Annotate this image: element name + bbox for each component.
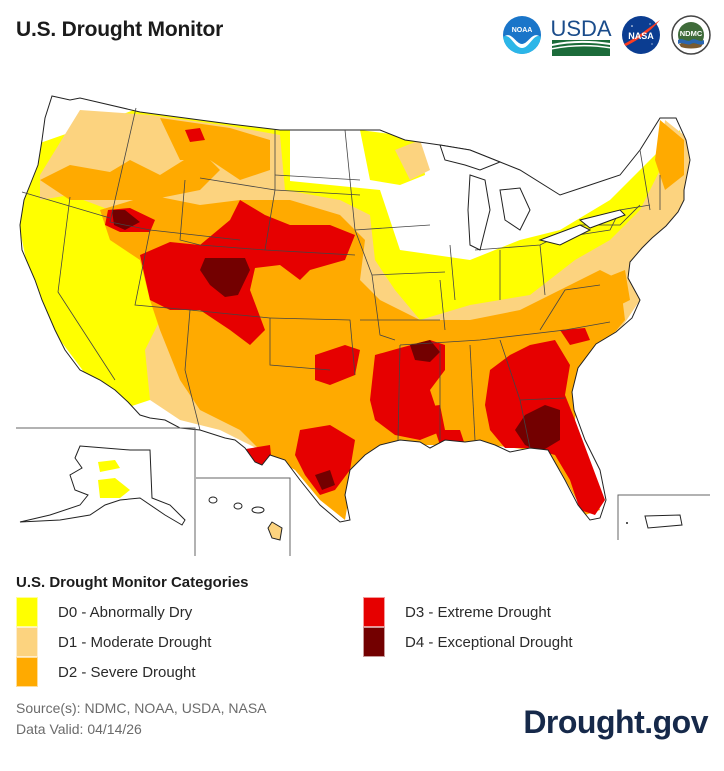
- nasa-logo-icon[interactable]: NASA: [620, 14, 662, 56]
- legend-item-d4: D4 - Exceptional Drought: [363, 627, 573, 657]
- footer-source-info: Source(s): NDMC, NOAA, USDA, NASA Data V…: [16, 698, 267, 740]
- d4-swatch: [363, 627, 385, 657]
- legend-title: U.S. Drought Monitor Categories: [16, 574, 249, 591]
- ndmc-logo-icon[interactable]: NDMC: [670, 14, 712, 56]
- legend-items: D0 - Abnormally Dry D1 - Moderate Drough…: [16, 597, 716, 689]
- sources-text: Source(s): NDMC, NOAA, USDA, NASA: [16, 700, 267, 716]
- drought-map[interactable]: [0, 70, 724, 560]
- legend-item-d0: D0 - Abnormally Dry: [16, 597, 211, 627]
- drought-gov-brand-link[interactable]: Drought.gov: [523, 704, 708, 740]
- d4-areas: [112, 210, 560, 490]
- page-title: U.S. Drought Monitor: [16, 18, 224, 41]
- legend-label: D3 - Extreme Drought: [405, 603, 551, 621]
- hawaii-inset[interactable]: [196, 477, 291, 556]
- usda-logo-icon[interactable]: USDA: [550, 14, 612, 56]
- noaa-logo-icon[interactable]: NOAA: [502, 15, 542, 55]
- legend: U.S. Drought Monitor Categories D0 - Abn…: [16, 574, 716, 689]
- legend-column-right: D3 - Extreme Drought D4 - Exceptional Dr…: [363, 597, 573, 657]
- legend-label: D0 - Abnormally Dry: [58, 603, 193, 621]
- svg-text:NASA: NASA: [628, 31, 654, 41]
- legend-column-left: D0 - Abnormally Dry D1 - Moderate Drough…: [16, 597, 211, 687]
- legend-item-d3: D3 - Extreme Drought: [363, 597, 573, 627]
- data-valid-date: Data Valid: 04/14/26: [16, 721, 142, 737]
- svg-text:NOAA: NOAA: [512, 27, 533, 34]
- d2-swatch: [16, 657, 38, 687]
- d1-swatch: [16, 627, 38, 657]
- state-borders: [19, 95, 691, 523]
- partner-logos: NOAA USDA NASA NDMC: [502, 12, 712, 58]
- d3-swatch: [363, 597, 385, 627]
- legend-item-d2: D2 - Severe Drought: [16, 657, 211, 687]
- legend-label: D4 - Exceptional Drought: [405, 633, 573, 651]
- legend-item-d1: D1 - Moderate Drought: [16, 627, 211, 657]
- puerto-rico-inset[interactable]: [617, 494, 710, 540]
- legend-label: D1 - Moderate Drought: [58, 633, 212, 651]
- header: U.S. Drought Monitor NOAA USDA NASA: [0, 0, 724, 70]
- great-lakes: [439, 144, 626, 251]
- alaska-inset[interactable]: [16, 427, 196, 556]
- d0-swatch: [16, 597, 38, 627]
- legend-label: D2 - Severe Drought: [58, 663, 196, 681]
- drought-map-svg: [16, 95, 710, 556]
- svg-text:NDMC: NDMC: [680, 29, 703, 38]
- svg-text:USDA: USDA: [550, 16, 611, 41]
